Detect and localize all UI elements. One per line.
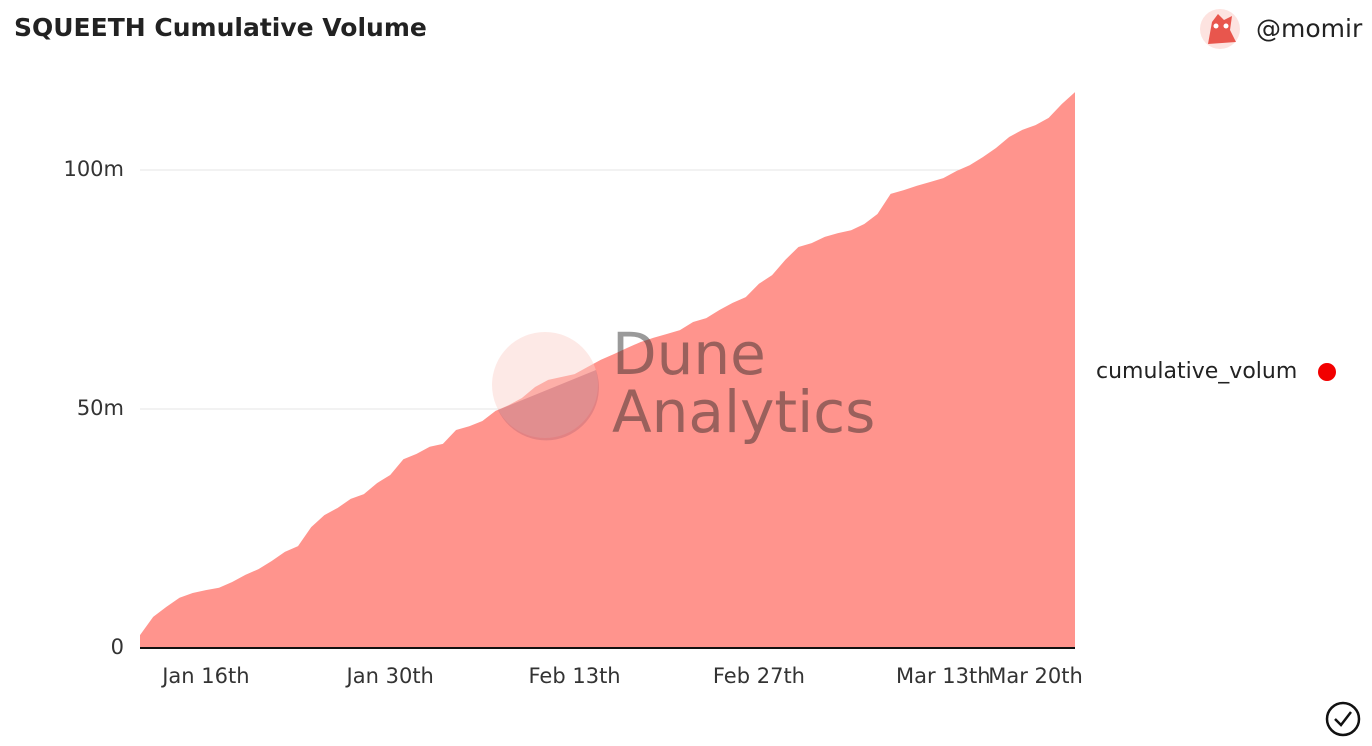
- y-tick-label: 0: [111, 635, 124, 659]
- watermark-text: Analytics: [612, 378, 875, 446]
- y-tick-label: 100m: [63, 157, 124, 181]
- author: @momir: [1256, 14, 1363, 43]
- legend-marker: [1318, 363, 1336, 381]
- y-tick-label: 50m: [77, 396, 124, 420]
- x-tick-label: Jan 30th: [345, 664, 434, 688]
- x-tick-label: Feb 13th: [529, 664, 621, 688]
- legend-label: cumulative_volum: [1096, 359, 1297, 384]
- x-tick-label: Feb 27th: [713, 664, 805, 688]
- x-tick-label: Jan 16th: [160, 664, 249, 688]
- avatar: [1200, 9, 1240, 49]
- x-tick-label: Mar 13th: [896, 664, 991, 688]
- watermark-logo: [492, 332, 598, 438]
- chart-title: SQUEETH Cumulative Volume: [14, 13, 427, 42]
- watermark-logo-lower: [498, 370, 599, 441]
- check-icon[interactable]: [1325, 701, 1361, 737]
- area: [140, 92, 1075, 648]
- x-tick-label: Mar 20th: [988, 664, 1083, 688]
- watermark-text: Dune: [612, 320, 766, 388]
